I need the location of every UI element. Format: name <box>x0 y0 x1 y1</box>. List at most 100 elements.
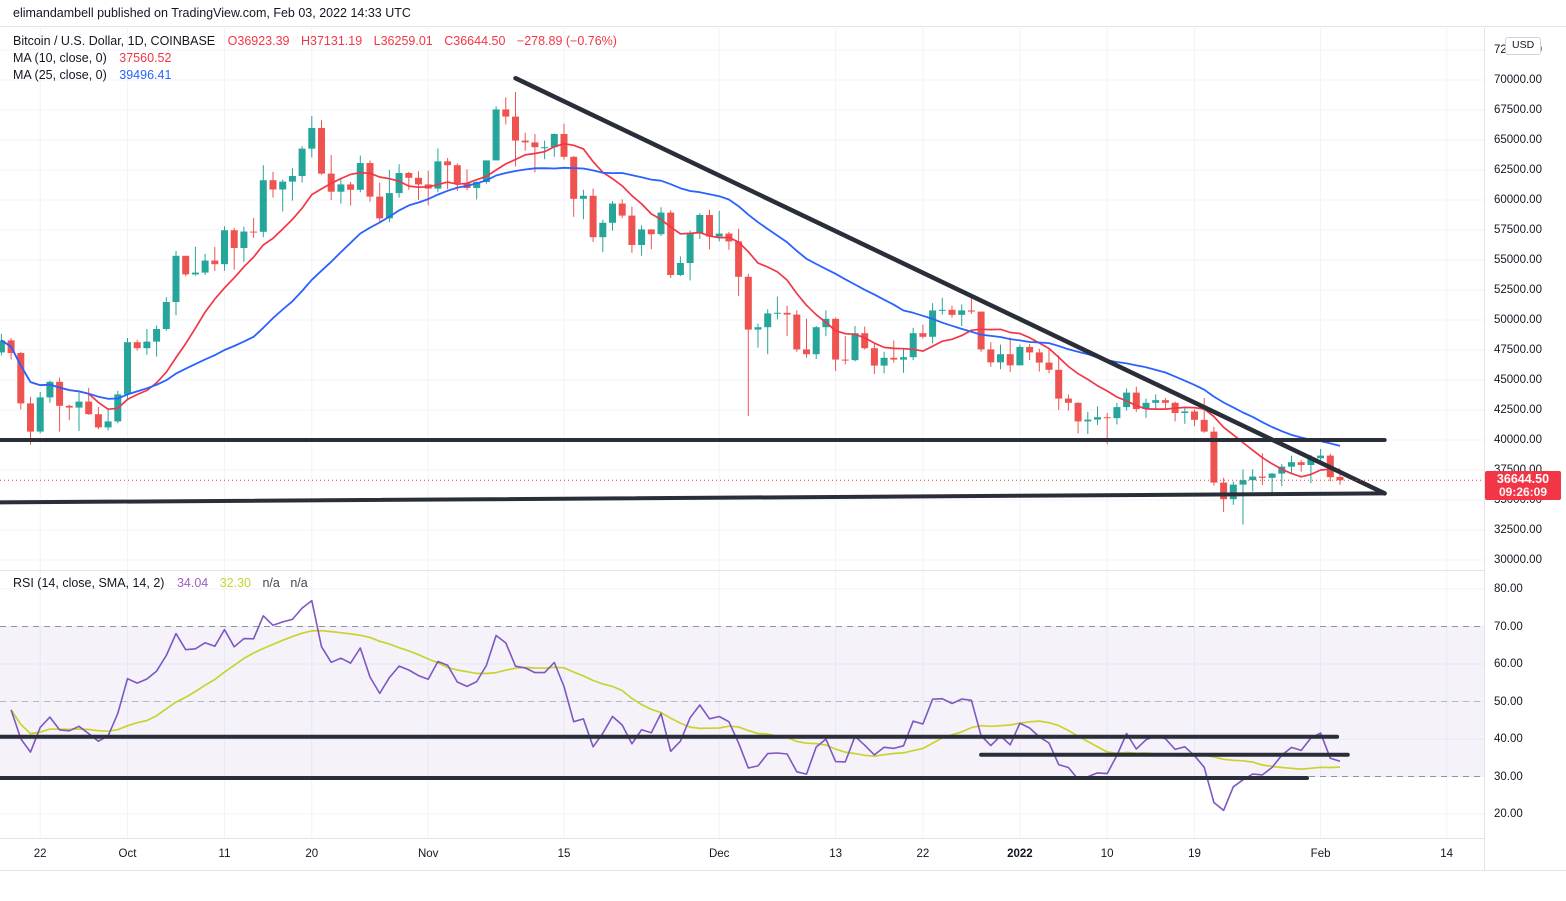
rsi-tick-label: 50.00 <box>1494 695 1523 708</box>
price-tick-label: 50000.00 <box>1494 314 1542 326</box>
main-grid <box>0 28 1484 570</box>
candle <box>153 325 161 357</box>
candle <box>0 333 5 356</box>
pane-separator[interactable] <box>0 570 1566 571</box>
candle <box>376 182 384 223</box>
candle <box>541 140 549 160</box>
price-tick-label: 40000.00 <box>1494 434 1542 446</box>
rsi-title: RSI (14, close, SMA, 14, 2) <box>13 576 165 590</box>
candle <box>1297 459 1305 472</box>
candle <box>609 201 616 231</box>
time-tick-label: 11 <box>218 848 231 860</box>
candle <box>725 231 733 250</box>
candle <box>715 210 723 242</box>
candle <box>1181 407 1189 424</box>
candle <box>75 392 83 431</box>
ohlc-high: H37131.19 <box>301 34 363 48</box>
candle <box>221 226 228 271</box>
candles <box>0 92 1344 525</box>
candle <box>870 344 878 374</box>
rsi-tick-label: 30.00 <box>1494 770 1523 783</box>
candle <box>1016 344 1024 366</box>
time-tick-label: 22 <box>33 848 47 860</box>
rsi-sma-value: 32.30 <box>219 576 251 590</box>
candle <box>1123 388 1131 411</box>
candle <box>521 132 529 151</box>
usd-unit-button[interactable]: USD <box>1505 37 1542 55</box>
price-axis[interactable]: 72500.0070000.0067500.0065000.0062500.00… <box>1484 28 1566 870</box>
price-tick-label: 30000.00 <box>1494 554 1542 566</box>
candle <box>638 225 646 256</box>
change-value: −278.89 (−0.76%) <box>516 34 617 48</box>
candle <box>1132 386 1140 412</box>
candle <box>560 123 568 160</box>
candle <box>259 165 267 238</box>
rsi-tick-label: 70.00 <box>1494 620 1523 633</box>
candle <box>337 179 345 204</box>
trendline-descending-resistance[interactable] <box>513 75 1387 496</box>
time-tick-label: 14 <box>1440 848 1454 860</box>
trendline-ascending-support[interactable] <box>0 491 1387 505</box>
candle <box>1268 473 1276 494</box>
candle <box>502 97 510 125</box>
main-price-pane[interactable] <box>0 28 1566 570</box>
candle <box>1200 398 1208 433</box>
candle <box>764 309 772 355</box>
candle <box>492 106 500 161</box>
symbol-title: Bitcoin / U.S. Dollar, 1D, COINBASE <box>13 34 216 48</box>
time-tick-label: 22 <box>916 848 930 860</box>
candle <box>803 318 810 358</box>
candle <box>589 188 597 242</box>
candle <box>298 146 306 183</box>
candle <box>948 305 956 318</box>
price-tick-label: 60000.00 <box>1494 194 1542 206</box>
candle <box>201 254 209 275</box>
candle <box>783 305 791 337</box>
candle <box>686 230 694 281</box>
candle <box>958 304 966 326</box>
candle <box>269 171 277 198</box>
candle <box>36 392 44 434</box>
price-tick-label: 62500.00 <box>1494 164 1542 176</box>
candle <box>900 349 907 373</box>
candle <box>735 228 743 296</box>
price-tick-label: 70000.00 <box>1494 74 1542 86</box>
ohlc-close: C36644.50 <box>444 34 506 48</box>
candle <box>570 156 578 217</box>
time-tick-label: 15 <box>557 848 571 860</box>
candle <box>17 351 25 410</box>
candle <box>1161 398 1169 409</box>
candle <box>676 256 684 277</box>
candle <box>919 324 927 339</box>
candle <box>744 273 752 416</box>
time-axis[interactable]: 22 Oct 11 20 Nov 15 Dec 13 22 2022 10 19 Feb 14 <box>0 838 1566 870</box>
rsi-legend-row: RSI (14, close, SMA, 14, 2) 34.04 32.30 … <box>13 575 315 592</box>
candle <box>1084 411 1092 434</box>
candle <box>1035 348 1043 372</box>
main-chart-legend: Bitcoin / U.S. Dollar, 1D, COINBASE O369… <box>13 33 625 84</box>
candle <box>288 168 296 201</box>
candle <box>65 404 73 421</box>
rsi-tick-label: 20.00 <box>1494 808 1523 820</box>
bar-countdown: 09:26:09 <box>1498 485 1548 500</box>
price-tick-label: 42500.00 <box>1494 404 1542 416</box>
time-tick-label: 13 <box>829 848 842 860</box>
ma25-legend-row: MA (25, close, 0) 39496.41 <box>13 67 625 84</box>
candle <box>172 251 180 316</box>
rsi-line <box>10 599 1341 812</box>
time-tick-label: Feb <box>1310 848 1331 860</box>
candle <box>832 317 840 371</box>
time-tick-label: Dec <box>708 848 730 860</box>
ohlc-open: O36923.39 <box>227 34 290 48</box>
price-tick-label: 47500.00 <box>1494 344 1542 356</box>
price-tick-label: 52500.00 <box>1494 284 1542 296</box>
candle <box>230 227 238 270</box>
candle <box>473 181 481 200</box>
candle <box>1064 394 1072 411</box>
candle <box>191 246 199 276</box>
candle <box>812 326 820 359</box>
candle <box>318 120 325 175</box>
candle <box>997 344 1004 370</box>
candle <box>356 155 364 193</box>
rsi-indicator-pane[interactable] <box>0 570 1566 838</box>
